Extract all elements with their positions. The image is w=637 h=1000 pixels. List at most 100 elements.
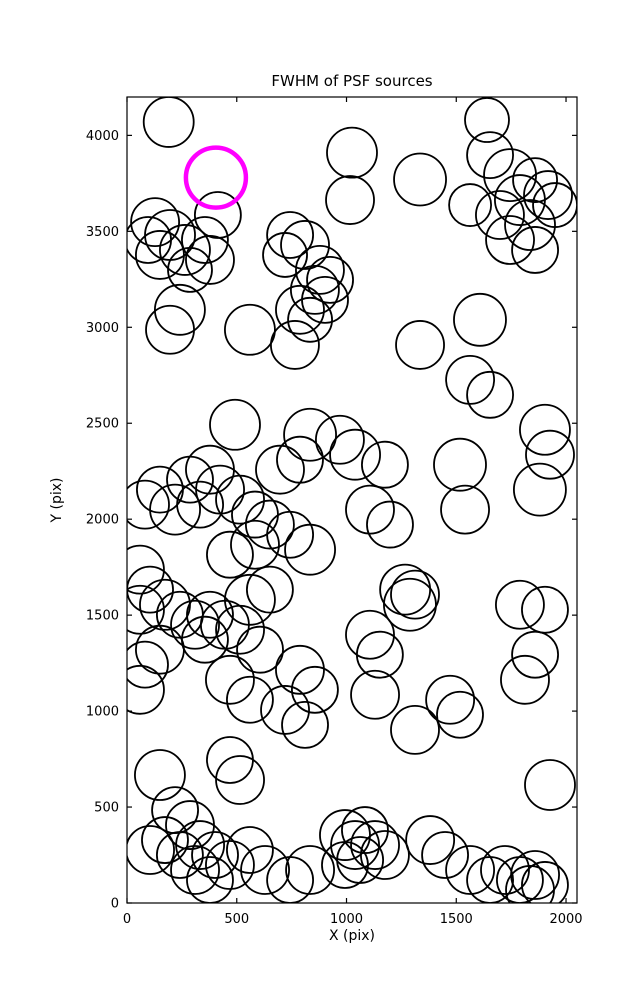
psf-source-circle bbox=[141, 816, 189, 864]
psf-source-circle bbox=[440, 484, 490, 535]
psf-source-circle bbox=[284, 523, 336, 576]
psf-source-circle bbox=[135, 230, 185, 280]
psf-source-circle bbox=[341, 806, 389, 854]
psf-source-circle bbox=[134, 749, 186, 801]
psf-source-circle bbox=[519, 403, 571, 456]
psf-source-circle bbox=[494, 174, 546, 226]
psf-source-circle bbox=[405, 815, 456, 865]
y-tick-label: 0 bbox=[111, 897, 119, 912]
psf-source-circle bbox=[191, 831, 239, 879]
psf-source-circle bbox=[127, 216, 172, 264]
psf-source-circle bbox=[287, 296, 333, 343]
psf-source-circle bbox=[135, 624, 185, 675]
psf-source-circle bbox=[266, 856, 314, 903]
psf-source-circle bbox=[186, 856, 234, 903]
chart-title: FWHM of PSF sources bbox=[271, 72, 433, 90]
psf-source-circle bbox=[480, 845, 530, 895]
psf-source-circle bbox=[127, 664, 165, 715]
psf-source-circle bbox=[231, 490, 279, 539]
psf-source-circle bbox=[466, 131, 514, 180]
y-tick-label: 4000 bbox=[86, 129, 119, 144]
psf-source-circle bbox=[433, 437, 487, 492]
psf-source-circle bbox=[525, 429, 575, 480]
y-tick-label: 3000 bbox=[86, 321, 119, 336]
psf-source-circle bbox=[453, 292, 507, 347]
psf-source-circle bbox=[127, 640, 169, 689]
psf-source-circle bbox=[505, 865, 555, 903]
psf-source-circle bbox=[255, 444, 305, 495]
psf-source-circle bbox=[200, 599, 250, 650]
psf-source-circle bbox=[521, 585, 569, 634]
psf-source-circle bbox=[350, 669, 400, 720]
psf-source-circle bbox=[360, 830, 410, 880]
x-tick-label: 1500 bbox=[440, 912, 473, 927]
psf-source-circle bbox=[266, 211, 314, 259]
psf-source-circle bbox=[226, 826, 274, 874]
psf-source-circle bbox=[466, 370, 514, 419]
psf-source-circle bbox=[513, 462, 567, 517]
psf-source-circle bbox=[281, 701, 329, 749]
psf-source-circle bbox=[130, 197, 180, 248]
y-tick-label: 2000 bbox=[86, 513, 119, 528]
y-tick-label: 1000 bbox=[86, 705, 119, 720]
psf-source-circle bbox=[390, 569, 440, 620]
psf-source-circle bbox=[181, 615, 229, 664]
psf-source-circle bbox=[321, 841, 369, 889]
psf-source-circle bbox=[504, 199, 556, 251]
psf-source-circle bbox=[306, 255, 354, 304]
y-tick-label: 2500 bbox=[86, 417, 119, 432]
psf-source-circle bbox=[193, 191, 242, 239]
psf-source-circle bbox=[224, 573, 276, 626]
psf-source-circle bbox=[510, 850, 560, 900]
psf-source-circle bbox=[393, 152, 447, 207]
psf-source-circle bbox=[236, 625, 284, 674]
psf-source-circle bbox=[485, 215, 535, 265]
psf-source-circle bbox=[156, 831, 204, 879]
psf-source-circle bbox=[326, 126, 378, 179]
psf-source-circle bbox=[166, 455, 214, 504]
psf-source-circle bbox=[167, 247, 213, 293]
psf-source-circle bbox=[330, 820, 380, 870]
psf-source-circle bbox=[464, 97, 510, 143]
psf-source-circle bbox=[205, 840, 255, 890]
psf-source-circle bbox=[315, 414, 365, 465]
psf-source-circle bbox=[290, 264, 340, 315]
psf-source-circle bbox=[275, 644, 325, 695]
psf-source-circle bbox=[230, 519, 280, 570]
psf-source-circle bbox=[224, 303, 276, 356]
y-tick-label: 1500 bbox=[86, 609, 119, 624]
psf-source-circle bbox=[159, 224, 211, 276]
psf-source-circle bbox=[215, 755, 265, 805]
psf-source-circle bbox=[195, 464, 245, 515]
psf-source-circle bbox=[524, 759, 576, 811]
highlighted-psf-circle bbox=[183, 145, 249, 210]
psf-source-circle bbox=[145, 304, 195, 355]
psf-source-circle bbox=[448, 183, 492, 227]
psf-source-circle bbox=[421, 831, 469, 879]
psf-source-circle bbox=[260, 685, 310, 735]
y-tick-label: 3500 bbox=[86, 225, 119, 240]
psf-source-circle bbox=[127, 565, 174, 614]
psf-source-circle bbox=[275, 284, 325, 335]
x-tick-label: 0 bbox=[123, 912, 131, 927]
psf-source-circle bbox=[521, 861, 569, 903]
psf-source-circle bbox=[176, 480, 224, 529]
psf-source-circle bbox=[283, 407, 337, 462]
psf-source-circle bbox=[345, 484, 395, 535]
psf-source-circle bbox=[445, 354, 495, 405]
psf-source-circle bbox=[345, 609, 395, 660]
psf-source-circle bbox=[512, 157, 558, 203]
psf-source-circle bbox=[262, 232, 308, 278]
axes-frame bbox=[126, 96, 578, 904]
psf-source-circle bbox=[245, 499, 295, 550]
psf-source-circle bbox=[366, 500, 414, 549]
psf-source-circle bbox=[445, 845, 495, 895]
x-tick-label: 1000 bbox=[330, 912, 363, 927]
psf-source-circle bbox=[361, 440, 409, 489]
psf-source-circle bbox=[240, 845, 290, 895]
psf-source-circle bbox=[215, 474, 265, 525]
psf-source-circle bbox=[127, 479, 170, 530]
psf-source-circle bbox=[246, 565, 294, 614]
psf-source-circle bbox=[170, 845, 220, 895]
